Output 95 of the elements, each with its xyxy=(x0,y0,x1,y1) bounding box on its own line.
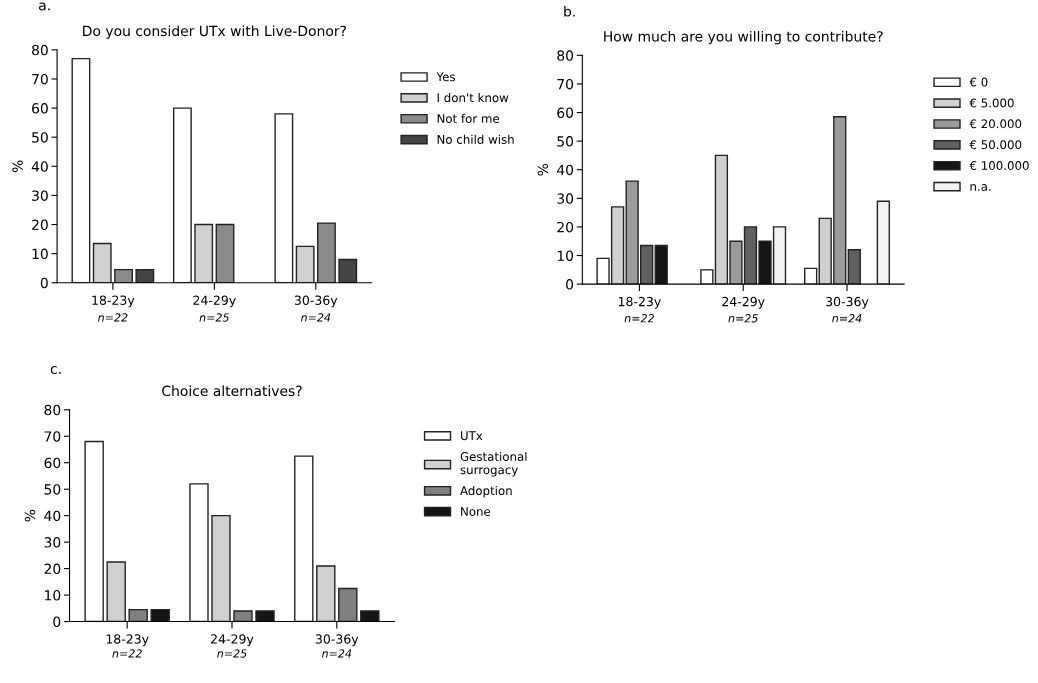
x-tick-label: 30-36y xyxy=(294,295,338,308)
legend-label: € 5.000 xyxy=(969,98,1014,108)
text: b. xyxy=(564,5,575,17)
y-tick-label: 60 xyxy=(557,107,574,118)
x-tick-label: 18-23y xyxy=(106,634,149,647)
y-tick-label: 10 xyxy=(32,248,48,260)
x-tick-label: 30-36y xyxy=(826,296,869,309)
bar xyxy=(71,57,91,283)
bar xyxy=(106,561,126,622)
x-tick-label: 18-23y xyxy=(92,295,135,308)
y-tick-label: 30 xyxy=(44,537,61,548)
bar xyxy=(338,587,358,622)
legend-label: Yes xyxy=(436,72,455,82)
legend-label: € 100.000 xyxy=(969,161,1029,171)
bar xyxy=(360,610,380,622)
chart-title: How much are you willing to contribute? xyxy=(604,30,883,45)
x-tick-label: 18-23y xyxy=(618,296,661,309)
y-tick-label: 30 xyxy=(557,193,574,204)
text: n=22 xyxy=(98,313,128,322)
text: n=25 xyxy=(199,313,229,322)
legend-label: Adoption xyxy=(460,485,512,498)
y-tick-label: 60 xyxy=(32,103,48,114)
bar xyxy=(114,268,133,283)
bar xyxy=(92,242,112,283)
bar xyxy=(233,610,253,622)
bar xyxy=(317,222,336,283)
bar xyxy=(294,455,314,622)
legend-label: None xyxy=(461,507,491,516)
text: n=22 xyxy=(112,649,142,658)
y-tick-label: 30 xyxy=(32,190,48,201)
y-tick-label: 50 xyxy=(557,136,574,147)
y-tick-label: 70 xyxy=(32,73,48,85)
x-tick-label: 30-36y xyxy=(315,634,359,647)
y-tick-label: 20 xyxy=(32,219,48,231)
y-tick-label: 20 xyxy=(557,221,574,233)
bar xyxy=(211,514,231,622)
bar xyxy=(876,200,890,285)
text: n=24 xyxy=(300,313,331,322)
text: n=25 xyxy=(217,649,247,658)
bar xyxy=(338,258,358,283)
y-axis-title: % xyxy=(12,160,23,173)
x-tick-label: 24-29y xyxy=(722,296,765,309)
y-tick-label: 80 xyxy=(557,50,574,61)
y-tick-label: 50 xyxy=(32,132,48,143)
bar xyxy=(316,565,336,622)
legend-label: € 20.000 xyxy=(969,119,1022,129)
legend-label: Not for me xyxy=(437,113,500,124)
y-tick-label: 50 xyxy=(44,484,61,495)
legend-label: UTx xyxy=(461,431,483,441)
bar xyxy=(150,608,170,622)
x-tick-label: 24-29y xyxy=(193,295,236,308)
text: n=24 xyxy=(832,314,862,323)
x-tick-label: 24-29y xyxy=(211,634,254,647)
legend-label: n.a. xyxy=(970,184,991,191)
y-tick-label: 0 xyxy=(53,616,61,627)
chart-title: Choice alternatives? xyxy=(162,385,302,397)
legend-label: € 50.000 xyxy=(969,140,1022,150)
y-tick-label: 40 xyxy=(44,510,61,522)
bar xyxy=(128,608,148,622)
y-tick-label: 80 xyxy=(32,44,48,56)
bar xyxy=(295,245,315,283)
text: a. xyxy=(39,2,50,11)
y-tick-label: 0 xyxy=(40,277,48,289)
text: n=22 xyxy=(624,314,654,323)
legend-label: € 0 xyxy=(969,77,988,87)
y-tick-label: 20 xyxy=(44,563,61,575)
bar xyxy=(189,483,209,622)
text: n=25 xyxy=(728,314,758,323)
bar xyxy=(255,610,275,622)
y-tick-label: 0 xyxy=(566,279,574,290)
text: n=24 xyxy=(321,649,352,658)
y-axis-title: % xyxy=(537,163,549,176)
y-tick-label: 10 xyxy=(45,590,61,601)
y-tick-label: 10 xyxy=(557,250,574,261)
legend-label: Gestational surrogacy xyxy=(460,451,527,477)
bar xyxy=(847,249,861,285)
y-axis-title: % xyxy=(24,509,36,522)
y-tick-label: 40 xyxy=(556,164,574,176)
bar xyxy=(804,267,818,285)
y-tick-label: 40 xyxy=(31,161,48,172)
bar xyxy=(84,440,104,622)
bar xyxy=(274,113,294,283)
y-tick-label: 60 xyxy=(44,457,61,469)
bar xyxy=(194,223,214,283)
text: c. xyxy=(50,366,61,374)
legend-label: No child wish xyxy=(437,134,514,144)
legend-label: I don't know xyxy=(437,93,509,103)
y-tick-label: 80 xyxy=(44,404,61,416)
y-tick-label: 70 xyxy=(557,78,574,90)
bar xyxy=(654,244,668,285)
bar xyxy=(172,107,192,283)
y-tick-label: 70 xyxy=(44,431,61,442)
bar xyxy=(215,223,235,283)
bar xyxy=(135,268,155,283)
chart-title: Do you consider UTx with Live-Donor? xyxy=(83,25,346,39)
